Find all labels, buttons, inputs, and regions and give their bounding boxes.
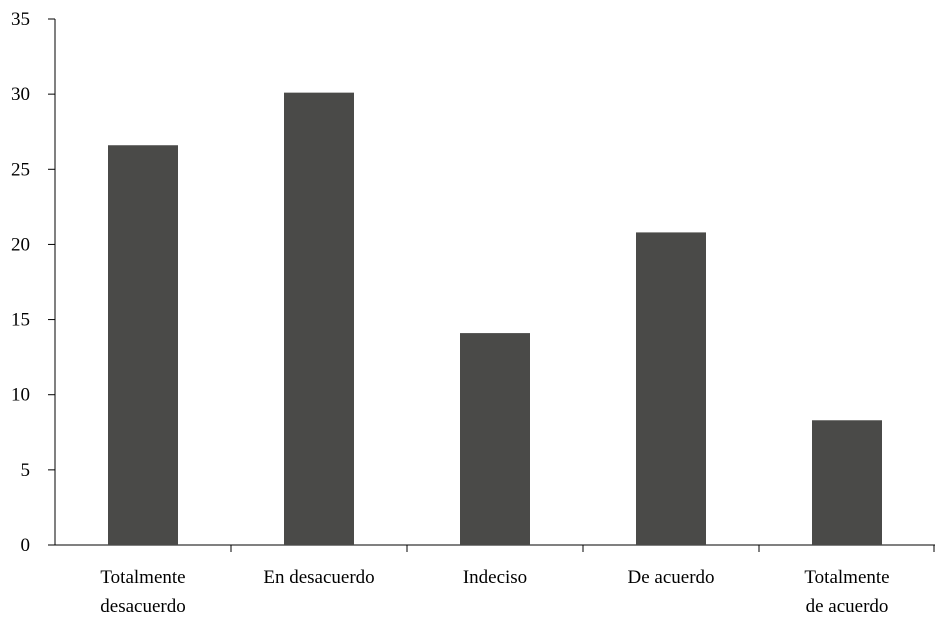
category-label: De acuerdo xyxy=(627,567,714,588)
bar xyxy=(108,145,178,546)
bars xyxy=(108,92,882,546)
category-label-line: desacuerdo xyxy=(100,596,185,617)
y-tick-label: 20 xyxy=(11,234,30,255)
category-label-line: De acuerdo xyxy=(627,567,714,588)
y-tick-label: 0 xyxy=(21,535,31,556)
y-tick-label: 35 xyxy=(11,9,30,30)
category-label-line: En desacuerdo xyxy=(263,567,374,588)
category-label-line: Totalmente xyxy=(100,567,185,588)
y-tick-label: 10 xyxy=(11,385,30,406)
y-tick-label: 25 xyxy=(11,159,30,180)
y-tick-label: 15 xyxy=(11,310,30,331)
bar xyxy=(812,420,882,545)
bar xyxy=(636,232,706,546)
category-label-line: de acuerdo xyxy=(806,596,889,617)
bar xyxy=(460,333,530,545)
x-axis xyxy=(55,544,935,552)
y-axis: 0 5 10 15 20 25 30 35 xyxy=(11,9,56,556)
category-label: Totalmente de acuerdo xyxy=(804,567,889,617)
y-tick-label: 30 xyxy=(11,84,30,105)
category-label-line: Totalmente xyxy=(804,567,889,588)
bar xyxy=(284,92,354,545)
category-label-line: Indeciso xyxy=(463,567,527,588)
category-label: Indeciso xyxy=(463,567,527,588)
category-labels: Totalmente desacuerdo En desacuerdo Indecis… xyxy=(100,567,889,617)
category-label: En desacuerdo xyxy=(263,567,374,588)
y-tick-label: 5 xyxy=(21,460,31,481)
category-label: Totalmente desacuerdo xyxy=(100,567,185,617)
